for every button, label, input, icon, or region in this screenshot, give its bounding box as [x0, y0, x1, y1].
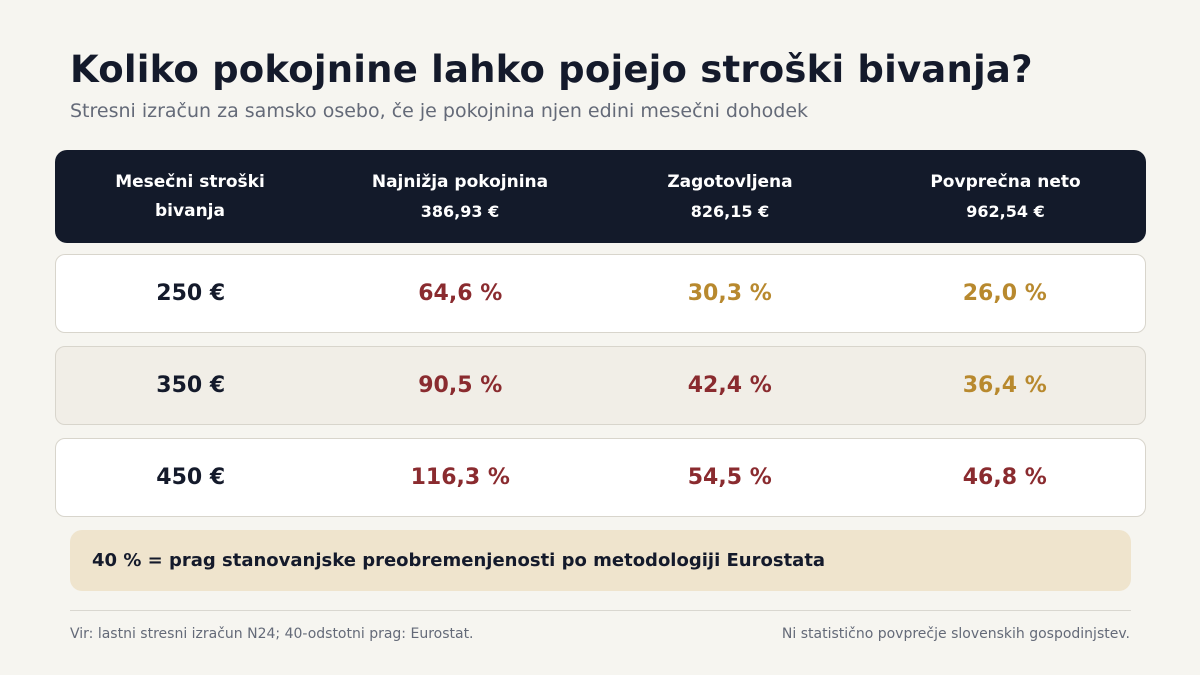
- share-average-net-pension: 36,4 %: [962, 373, 1047, 398]
- footer-divider: [70, 610, 1131, 611]
- header-minimum-pension-amount: 386,93 €: [420, 201, 500, 221]
- table-row: 250 € 64,6 % 30,3 % 26,0 %: [55, 254, 1146, 333]
- share-guaranteed-pension: 54,5 %: [687, 465, 772, 490]
- share-average-net-pension: 46,8 %: [962, 465, 1047, 490]
- page-subtitle: Stresni izračun za samsko osebo, če je p…: [70, 100, 809, 122]
- share-minimum-pension: 64,6 %: [418, 281, 503, 306]
- threshold-note: 40 % = prag stanovanjske preobremenjenos…: [70, 530, 1131, 591]
- header-guaranteed-pension-label: Zagotovljena: [667, 171, 793, 192]
- share-minimum-pension: 90,5 %: [418, 373, 503, 398]
- row-cost: 250 €: [156, 281, 226, 306]
- share-minimum-pension: 116,3 %: [410, 465, 510, 490]
- header-average-net-pension-label: Povprečna neto: [930, 171, 1081, 192]
- row-cost: 450 €: [156, 465, 226, 490]
- table-header: Mesečni stroški bivanja Najnižja pokojni…: [55, 150, 1146, 243]
- header-minimum-pension-label: Najnižja pokojnina: [371, 171, 549, 192]
- header-cost: Mesečni stroški bivanja: [55, 168, 325, 226]
- share-guaranteed-pension: 30,3 %: [687, 281, 772, 306]
- row-cost: 350 €: [156, 373, 226, 398]
- source-note: Vir: lastni stresni izračun N24; 40-odst…: [70, 626, 474, 642]
- share-guaranteed-pension: 42,4 %: [687, 373, 772, 398]
- header-guaranteed-pension: Zagotovljena 826,15 €: [595, 168, 865, 226]
- disclaimer-note: Ni statistično povprečje slovenskih gosp…: [781, 626, 1130, 642]
- table-row: 450 € 116,3 % 54,5 % 46,8 %: [55, 438, 1146, 517]
- header-cost-label: Mesečni stroški bivanja: [115, 171, 265, 221]
- table-row: 350 € 90,5 % 42,4 % 36,4 %: [55, 346, 1146, 425]
- share-average-net-pension: 26,0 %: [962, 281, 1047, 306]
- header-guaranteed-pension-amount: 826,15 €: [690, 201, 770, 221]
- page-title: Koliko pokojnine lahko pojejo stroški bi…: [70, 48, 1033, 91]
- header-average-net-pension: Povprečna neto 962,54 €: [865, 168, 1146, 226]
- header-minimum-pension: Najnižja pokojnina 386,93 €: [325, 168, 595, 226]
- header-average-net-pension-amount: 962,54 €: [966, 201, 1045, 221]
